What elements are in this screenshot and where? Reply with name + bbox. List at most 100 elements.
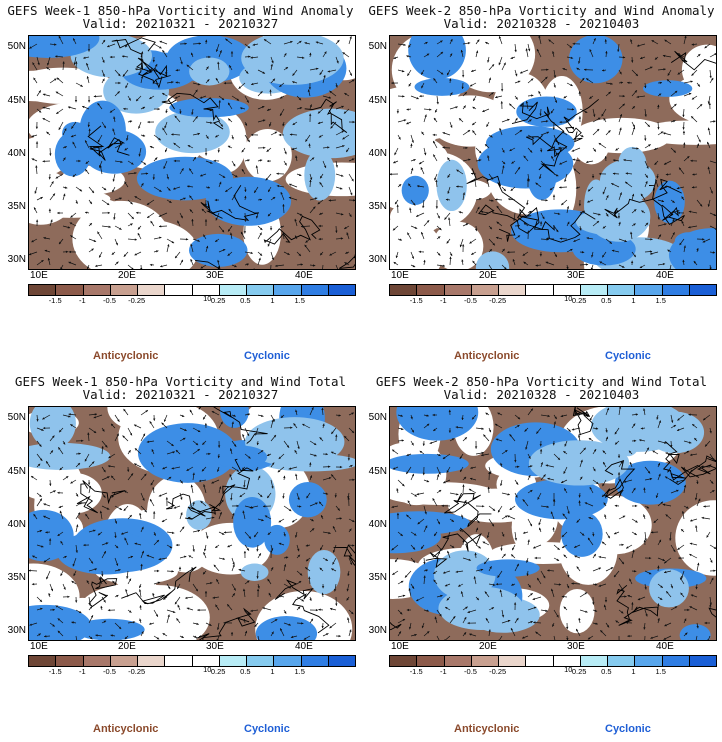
wind-arrowhead [159, 46, 162, 49]
wind-arrowhead [622, 265, 625, 268]
wind-arrowhead [232, 593, 235, 596]
wind-arrowhead [407, 232, 410, 235]
wind-arrowhead [77, 463, 80, 466]
wind-arrowhead [426, 53, 430, 56]
wind-arrowhead [47, 258, 51, 261]
wind-arrowhead [140, 76, 144, 79]
wind-arrowhead [329, 625, 332, 629]
colorbar-swatch [192, 285, 220, 295]
wind-arrowhead [67, 226, 71, 229]
wind-arrowhead [496, 205, 499, 209]
wind-arrowhead [181, 414, 185, 417]
wind-arrowhead [243, 231, 247, 234]
cyclonic-region [401, 175, 429, 205]
wind-arrowhead [688, 441, 692, 444]
wind-arrowhead [543, 474, 546, 477]
wind-arrowhead [284, 611, 287, 614]
wind-arrowhead [142, 106, 145, 110]
wind-arrowhead [280, 628, 283, 631]
wind-arrowhead [472, 417, 475, 420]
wind-arrowhead [49, 483, 52, 486]
wind-arrowhead [515, 73, 518, 77]
wind-arrowhead [552, 443, 555, 446]
wind-arrowhead [396, 512, 400, 516]
wind-arrowhead [186, 64, 190, 68]
wind-arrowhead [664, 39, 667, 42]
wind-arrowhead [690, 519, 693, 522]
wind-arrowhead [564, 444, 567, 447]
cyclonic-region [516, 96, 577, 127]
wind-arrowhead [461, 514, 464, 518]
wind-arrowhead [421, 546, 424, 549]
wind-arrowhead [399, 238, 402, 241]
wind-arrowhead [44, 635, 47, 638]
wind-arrowhead [479, 150, 482, 154]
wind-arrowhead [511, 583, 514, 586]
wind-arrowhead [485, 412, 488, 415]
wind-arrowhead [623, 480, 627, 483]
wind-arrowhead [558, 146, 561, 149]
wind-arrowhead [477, 206, 480, 210]
wind-arrowhead [649, 477, 653, 481]
wind-arrowhead [715, 228, 716, 230]
wind-arrowhead [251, 133, 254, 137]
wind-arrowhead [438, 490, 442, 493]
wind-arrowhead [471, 172, 474, 175]
wind-arrowhead [657, 565, 660, 568]
wind-arrowhead [227, 253, 231, 256]
wind-arrowhead [105, 542, 109, 545]
wind-arrowhead [676, 186, 680, 190]
cyclonic-region [264, 524, 290, 555]
colorbar-unit-label: 10 [564, 294, 573, 303]
wind-arrowhead [46, 461, 49, 464]
wind-arrowhead [242, 510, 245, 513]
wind-arrowhead [95, 264, 98, 268]
wind-arrowhead [180, 512, 183, 515]
wind-arrowhead [119, 227, 122, 230]
wind-arrowhead [672, 232, 675, 235]
wind-arrowhead [571, 428, 575, 431]
wind-arrowhead [152, 593, 155, 596]
wind-arrowhead [334, 495, 337, 498]
wind-arrowhead [99, 577, 102, 580]
wind-arrowhead [529, 523, 532, 527]
wind-arrowhead [530, 78, 534, 81]
wind-arrowhead [434, 616, 437, 620]
wind-arrowhead [498, 509, 501, 513]
wind-arrowhead [421, 232, 424, 235]
wind-arrowhead [468, 558, 471, 561]
wind-arrowhead [35, 126, 39, 129]
wind-arrowhead [589, 418, 592, 421]
panel-valid-dates: Valid: 20210328 - 20210403 [443, 16, 640, 31]
wind-arrowhead [90, 615, 93, 618]
wind-arrowhead [657, 127, 660, 130]
wind-arrowhead [682, 127, 685, 130]
wind-arrowhead [651, 40, 655, 43]
wind-arrowhead [189, 409, 193, 413]
wind-arrowhead [528, 475, 531, 478]
wind-arrowhead [102, 39, 106, 43]
wind-arrowhead [522, 499, 525, 502]
wind-arrowhead [680, 577, 683, 580]
wind-arrowhead [640, 427, 644, 430]
wind-arrowhead [533, 606, 537, 609]
wind-arrowhead [319, 182, 322, 185]
wind-arrowhead [621, 561, 624, 565]
wind-arrowhead [93, 430, 97, 433]
wind-arrowhead [124, 490, 127, 493]
colorbar-swatch [328, 285, 355, 295]
wind-arrowhead [442, 132, 446, 135]
wind-arrowhead [157, 581, 161, 584]
wind-arrowhead [439, 548, 443, 551]
wind-arrowhead [617, 455, 621, 458]
wind-arrowhead [682, 259, 685, 263]
wind-arrowhead [539, 527, 542, 531]
wind-arrowhead [278, 520, 282, 523]
wind-arrowhead [43, 560, 47, 563]
wind-arrowhead [650, 66, 653, 69]
wind-arrowhead [228, 118, 231, 121]
wind-arrowhead [215, 78, 219, 81]
wind-arrowhead [589, 96, 592, 99]
wind-vector [669, 264, 672, 269]
wind-arrowhead [413, 203, 416, 206]
